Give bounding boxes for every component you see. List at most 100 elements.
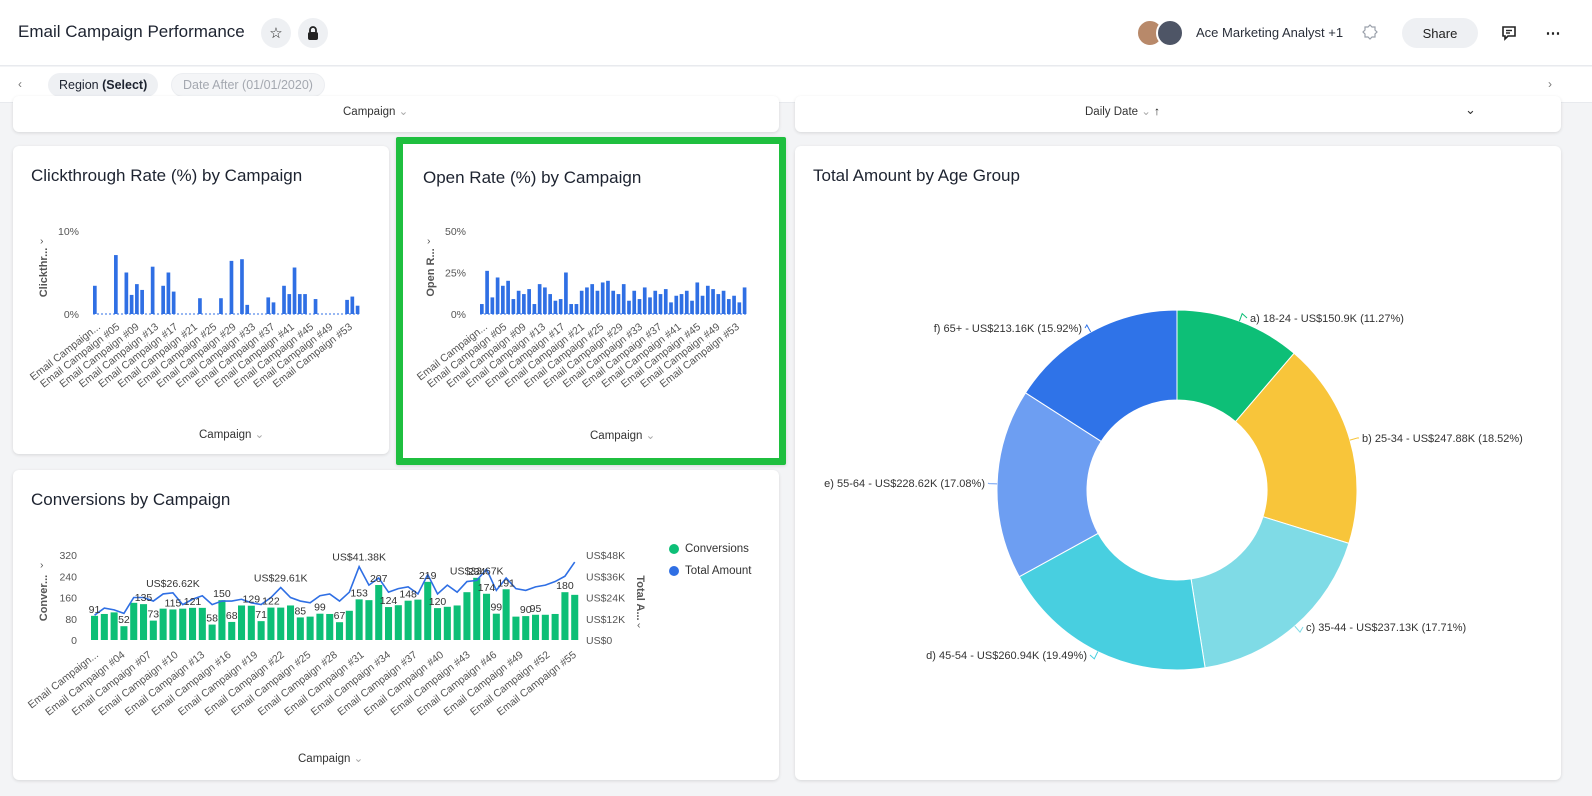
conversions-bar	[394, 605, 402, 640]
chevron-down-icon: ⌄	[645, 430, 656, 442]
conversions-data-label: 148	[399, 589, 417, 601]
partial-card-left-axis[interactable]: Campaign ⌄	[343, 104, 408, 118]
sort-arrow-icon[interactable]: ↑	[1154, 106, 1160, 118]
ctr-bar	[161, 285, 165, 314]
conversions-bar	[91, 615, 99, 640]
conversions-data-label: 85	[294, 605, 306, 617]
open-rate-x-axis-text: Campaign	[590, 430, 643, 442]
open-bar	[579, 290, 584, 314]
clickthrough-chart[interactable]: 0%10%Clickthr...›Email Campaign...Email …	[13, 206, 389, 454]
conversions-data-label: 120	[429, 596, 447, 608]
conversions-bar	[532, 614, 540, 640]
donut-leader-line	[1294, 625, 1304, 634]
chevron-down-icon: ⌄	[398, 106, 409, 118]
open-bar	[700, 295, 705, 314]
donut-leader-line	[1349, 437, 1360, 441]
comment-icon[interactable]	[1494, 18, 1524, 48]
owner-label[interactable]: Ace Marketing Analyst +1	[1196, 25, 1344, 40]
age-group-card[interactable]: Total Amount by Age Group a) 18-24 - US$…	[795, 146, 1561, 780]
region-filter-label: Region	[59, 78, 103, 92]
conversions-bar	[179, 608, 187, 640]
conversions-data-label: 124	[380, 595, 398, 607]
region-filter-value: (Select)	[102, 78, 148, 92]
donut-slice-label: d) 45-54 - US$260.94K (19.49%)	[926, 650, 1087, 662]
conversions-bar	[541, 614, 549, 640]
open-bar	[516, 290, 521, 314]
conversions-bar	[120, 626, 128, 640]
conversions-data-label: 115	[165, 597, 182, 609]
open-bar	[595, 290, 600, 314]
chevron-left-icon[interactable]: ‹	[18, 77, 22, 91]
clickthrough-rate-card[interactable]: Clickthrough Rate (%) by Campaign 0% 10% C…	[13, 146, 389, 454]
total-amount-data-label: US$33.67K	[450, 565, 504, 577]
open-bar	[658, 294, 663, 314]
open-bar	[485, 270, 489, 314]
more-options-icon[interactable]: ⋯	[1538, 18, 1568, 48]
conversions-x-axis-label[interactable]: Campaign ⌄	[298, 751, 363, 765]
conversions-data-label: 135	[135, 592, 153, 604]
open-y-axis-label: Open R...	[425, 248, 437, 296]
date-filter-chip[interactable]: Date After (01/01/2020)	[171, 73, 325, 97]
star-icon[interactable]: ☆	[261, 18, 291, 48]
ctr-bar	[240, 259, 244, 314]
ctr-bar	[292, 267, 297, 314]
open-bar	[511, 299, 516, 314]
open-bar	[606, 280, 610, 314]
share-button[interactable]: Share	[1402, 18, 1478, 48]
total-amount-y-tick: US$24K	[586, 593, 625, 605]
donut-leader-line	[1238, 312, 1248, 322]
conversions-data-label: 219	[419, 570, 437, 582]
legend-conversions[interactable]: Conversions	[669, 543, 749, 555]
conversions-chart[interactable]: 0 80 160 240 320 US$0 US$12K US$24K US$36K US$48K…	[13, 470, 779, 780]
ctr-bar	[124, 272, 129, 314]
conversions-bar	[228, 621, 236, 640]
conversions-bar	[443, 606, 451, 640]
open-bar	[684, 290, 689, 314]
conversions-bar	[404, 600, 412, 640]
open-bar	[732, 295, 736, 314]
open-bar	[663, 289, 668, 314]
conversions-bar	[140, 604, 148, 640]
donut-slice	[1234, 352, 1358, 545]
conversions-bar	[267, 607, 275, 640]
open-rate-chart[interactable]: 0%25%50%Open R...›Email Campaign...Email…	[400, 206, 776, 465]
conversions-bar	[483, 593, 491, 640]
partial-card-left-axis-label: Campaign	[343, 106, 396, 118]
open-rate-card[interactable]: Open Rate (%) by Campaign 0% 25% 50% Open R…	[396, 137, 786, 465]
conversions-card[interactable]: Conversions by Campaign 0 80 160 240 320 US$0…	[13, 470, 779, 780]
conversions-y-tick: 0	[71, 635, 77, 647]
conversions-bar	[463, 592, 471, 640]
chevron-down-icon: ⌄	[353, 753, 364, 765]
avatar-group[interactable]	[1136, 18, 1188, 48]
partial-card-right-axis[interactable]: Daily Date ⌄ ↑	[1085, 104, 1160, 118]
lock-icon[interactable]	[298, 18, 328, 48]
clickthrough-x-axis-label[interactable]: Campaign ⌄	[199, 427, 264, 441]
ctr-bar	[114, 255, 118, 314]
donut-slice	[1024, 309, 1178, 443]
chevron-right-icon[interactable]: ›	[1548, 77, 1552, 91]
legend-total-amount[interactable]: Total Amount	[669, 565, 751, 577]
ctr-bar	[245, 304, 250, 314]
expand-chevron-icon[interactable]: ⌄	[1465, 102, 1476, 117]
ctr-bar	[129, 294, 134, 314]
ctr-bar	[355, 305, 360, 314]
conversions-bar	[198, 607, 206, 640]
conversions-data-label: 191	[497, 577, 515, 589]
verify-icon[interactable]	[1358, 22, 1382, 46]
open-bar	[522, 294, 526, 314]
ctr-y-tick: 0%	[64, 309, 79, 321]
age-group-donut-chart[interactable]: a) 18-24 - US$150.9K (11.27%) b) 25-34 - …	[795, 146, 1561, 780]
conversions-bar	[149, 620, 157, 640]
open-bar	[674, 295, 679, 314]
total-amount-y-tick: US$48K	[586, 550, 625, 562]
conversions-data-label: 234	[468, 566, 486, 578]
total-amount-y-tick: US$0	[586, 635, 612, 647]
conversions-bar	[453, 605, 461, 640]
avatar[interactable]	[1156, 19, 1184, 47]
donut-slice-label: b) 25-34 - US$247.88K (18.52%)	[1362, 433, 1523, 445]
donut-leader-line	[987, 482, 998, 485]
open-bar	[543, 287, 547, 314]
region-filter-chip[interactable]: Region (Select)	[48, 73, 159, 97]
open-rate-x-axis-label[interactable]: Campaign ⌄	[590, 428, 655, 442]
conversions-bar	[355, 599, 363, 640]
